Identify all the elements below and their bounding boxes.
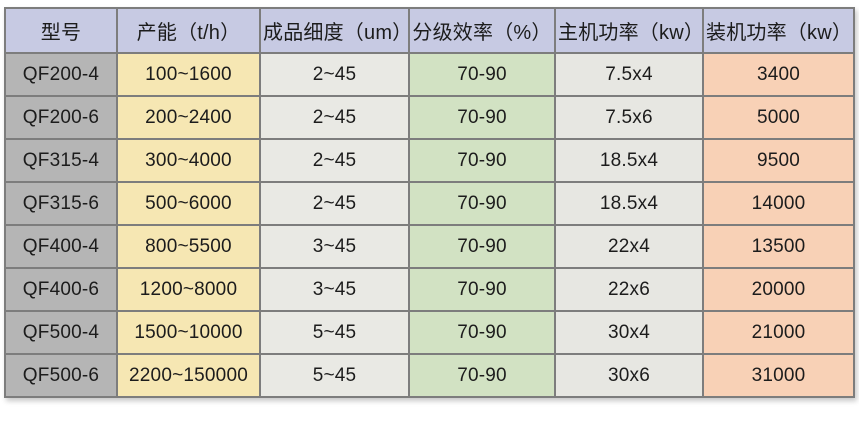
table-row: QF315-6 500~6000 2~45 70-90 18.5x4 14000 [4,181,855,226]
cell-fineness: 2~45 [259,138,410,183]
product-spec-table: 型号 产能（t/h） 成品细度（um） 分级效率（%） 主机功率（kw） 装机功… [4,7,855,398]
column-header-capacity: 产能（t/h） [116,7,261,54]
cell-installed-power: 31000 [702,353,855,398]
cell-main-power: 18.5x4 [554,138,704,183]
cell-efficiency: 70-90 [408,310,556,355]
cell-efficiency: 70-90 [408,353,556,398]
table-row: QF200-4 100~1600 2~45 70-90 7.5x4 3400 [4,52,855,97]
cell-model: QF500-6 [4,353,118,398]
cell-capacity: 1200~8000 [116,267,261,312]
cell-model: QF500-4 [4,310,118,355]
cell-efficiency: 70-90 [408,138,556,183]
cell-capacity: 1500~10000 [116,310,261,355]
cell-main-power: 18.5x4 [554,181,704,226]
cell-capacity: 200~2400 [116,95,261,140]
cell-efficiency: 70-90 [408,52,556,97]
cell-model: QF400-4 [4,224,118,269]
cell-capacity: 500~6000 [116,181,261,226]
cell-main-power: 30x6 [554,353,704,398]
column-header-installed-power: 装机功率（kw） [702,7,855,54]
cell-main-power: 22x6 [554,267,704,312]
cell-capacity: 2200~150000 [116,353,261,398]
cell-efficiency: 70-90 [408,267,556,312]
cell-installed-power: 14000 [702,181,855,226]
cell-installed-power: 13500 [702,224,855,269]
cell-model: QF200-6 [4,95,118,140]
cell-model: QF315-6 [4,181,118,226]
table-row: QF200-6 200~2400 2~45 70-90 7.5x6 5000 [4,95,855,140]
table-row: QF500-6 2200~150000 5~45 70-90 30x6 3100… [4,353,855,398]
cell-model: QF400-6 [4,267,118,312]
cell-fineness: 5~45 [259,353,410,398]
cell-installed-power: 20000 [702,267,855,312]
cell-fineness: 3~45 [259,267,410,312]
cell-installed-power: 5000 [702,95,855,140]
cell-installed-power: 21000 [702,310,855,355]
table-row: QF400-4 800~5500 3~45 70-90 22x4 13500 [4,224,855,269]
table-row: QF500-4 1500~10000 5~45 70-90 30x4 21000 [4,310,855,355]
cell-capacity: 100~1600 [116,52,261,97]
cell-main-power: 7.5x4 [554,52,704,97]
cell-fineness: 2~45 [259,181,410,226]
table-row: QF400-6 1200~8000 3~45 70-90 22x6 20000 [4,267,855,312]
table-row: QF315-4 300~4000 2~45 70-90 18.5x4 9500 [4,138,855,183]
header-row: 型号 产能（t/h） 成品细度（um） 分级效率（%） 主机功率（kw） 装机功… [4,7,855,54]
cell-capacity: 800~5500 [116,224,261,269]
cell-fineness: 2~45 [259,52,410,97]
cell-main-power: 7.5x6 [554,95,704,140]
cell-installed-power: 3400 [702,52,855,97]
cell-main-power: 22x4 [554,224,704,269]
cell-model: QF315-4 [4,138,118,183]
cell-fineness: 2~45 [259,95,410,140]
cell-fineness: 5~45 [259,310,410,355]
cell-capacity: 300~4000 [116,138,261,183]
cell-fineness: 3~45 [259,224,410,269]
cell-model: QF200-4 [4,52,118,97]
cell-efficiency: 70-90 [408,95,556,140]
cell-efficiency: 70-90 [408,181,556,226]
column-header-fineness: 成品细度（um） [259,7,410,54]
column-header-efficiency: 分级效率（%） [408,7,556,54]
column-header-model: 型号 [4,7,118,54]
cell-installed-power: 9500 [702,138,855,183]
column-header-main-power: 主机功率（kw） [554,7,704,54]
cell-efficiency: 70-90 [408,224,556,269]
cell-main-power: 30x4 [554,310,704,355]
